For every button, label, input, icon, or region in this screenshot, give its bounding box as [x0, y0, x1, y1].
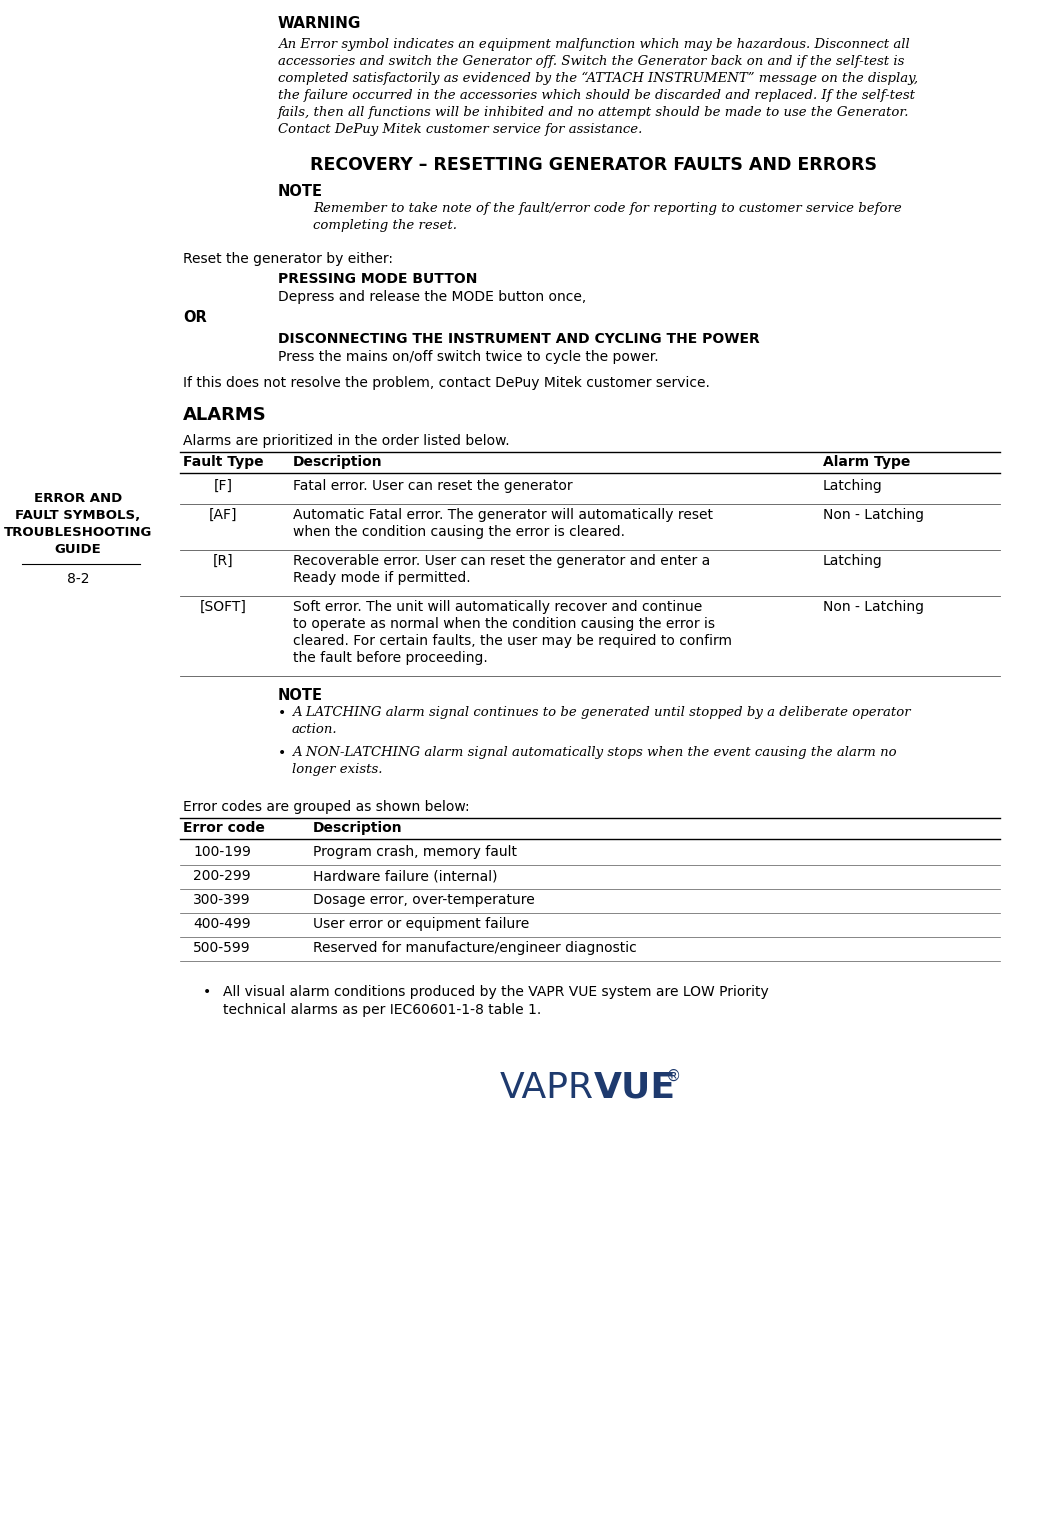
Text: FAULT SYMBOLS,: FAULT SYMBOLS, [16, 509, 140, 523]
Text: TROUBLESHOOTING: TROUBLESHOOTING [4, 526, 153, 539]
Text: Reset the generator by either:: Reset the generator by either: [183, 251, 393, 267]
Text: Remember to take note of the fault/error code for reporting to customer service : Remember to take note of the fault/error… [313, 203, 902, 215]
Text: If this does not resolve the problem, contact DePuy Mitek customer service.: If this does not resolve the problem, co… [183, 376, 710, 390]
Text: VAPR: VAPR [500, 1071, 594, 1105]
Text: An Error symbol indicates an equipment malfunction which may be hazardous. Disco: An Error symbol indicates an equipment m… [278, 38, 909, 50]
Text: 100-199: 100-199 [193, 844, 251, 860]
Text: [F]: [F] [214, 479, 233, 492]
Text: ERROR AND: ERROR AND [34, 492, 122, 504]
Text: Reserved for manufacture/engineer diagnostic: Reserved for manufacture/engineer diagno… [313, 940, 636, 956]
Text: •: • [278, 747, 286, 760]
Text: Description: Description [313, 821, 403, 835]
Text: A NON-LATCHING alarm signal automatically stops when the event causing the alarm: A NON-LATCHING alarm signal automaticall… [292, 747, 897, 759]
Text: Soft error. The unit will automatically recover and continue: Soft error. The unit will automatically … [293, 600, 703, 614]
Text: Fatal error. User can reset the generator: Fatal error. User can reset the generato… [293, 479, 573, 492]
Text: Error code: Error code [183, 821, 265, 835]
Text: cleared. For certain faults, the user may be required to confirm: cleared. For certain faults, the user ma… [293, 634, 732, 648]
Text: Contact DePuy Mitek customer service for assistance.: Contact DePuy Mitek customer service for… [278, 123, 643, 136]
Text: [R]: [R] [213, 555, 234, 568]
Text: DISCONNECTING THE INSTRUMENT AND CYCLING THE POWER: DISCONNECTING THE INSTRUMENT AND CYCLING… [278, 332, 760, 346]
Text: [SOFT]: [SOFT] [199, 600, 246, 614]
Text: PRESSING MODE BUTTON: PRESSING MODE BUTTON [278, 271, 477, 287]
Text: Depress and release the MODE button once,: Depress and release the MODE button once… [278, 290, 586, 303]
Text: technical alarms as per IEC60601-1-8 table 1.: technical alarms as per IEC60601-1-8 tab… [223, 1003, 541, 1017]
Text: A LATCHING alarm signal continues to be generated until stopped by a deliberate : A LATCHING alarm signal continues to be … [292, 706, 910, 719]
Text: 300-399: 300-399 [193, 893, 250, 907]
Text: fails, then all functions will be inhibited and no attempt should be made to use: fails, then all functions will be inhibi… [278, 107, 909, 119]
Text: GUIDE: GUIDE [55, 543, 102, 556]
Text: 200-299: 200-299 [193, 869, 250, 882]
Text: •: • [278, 706, 286, 719]
Text: to operate as normal when the condition causing the error is: to operate as normal when the condition … [293, 617, 715, 631]
Text: NOTE: NOTE [278, 184, 323, 200]
Text: Recoverable error. User can reset the generator and enter a: Recoverable error. User can reset the ge… [293, 555, 710, 568]
Text: when the condition causing the error is cleared.: when the condition causing the error is … [293, 524, 625, 539]
Text: Alarms are prioritized in the order listed below.: Alarms are prioritized in the order list… [183, 434, 510, 448]
Text: completing the reset.: completing the reset. [313, 219, 457, 232]
Text: Hardware failure (internal): Hardware failure (internal) [313, 869, 497, 882]
Text: VUE: VUE [594, 1071, 676, 1105]
Text: Ready mode if permitted.: Ready mode if permitted. [293, 572, 470, 585]
Text: Non - Latching: Non - Latching [823, 507, 924, 523]
Text: Program crash, memory fault: Program crash, memory fault [313, 844, 517, 860]
Text: Fault Type: Fault Type [183, 456, 264, 469]
Text: [AF]: [AF] [209, 507, 238, 523]
Text: 8-2: 8-2 [66, 572, 89, 587]
Text: 400-499: 400-499 [193, 917, 250, 931]
Text: OR: OR [183, 309, 207, 325]
Text: the fault before proceeding.: the fault before proceeding. [293, 651, 488, 664]
Text: Latching: Latching [823, 555, 882, 568]
Text: User error or equipment failure: User error or equipment failure [313, 917, 529, 931]
Text: Dosage error, over-temperature: Dosage error, over-temperature [313, 893, 535, 907]
Text: accessories and switch the Generator off. Switch the Generator back on and if th: accessories and switch the Generator off… [278, 55, 904, 69]
Text: Non - Latching: Non - Latching [823, 600, 924, 614]
Text: longer exists.: longer exists. [292, 764, 382, 776]
Text: •: • [203, 985, 212, 1000]
Text: Press the mains on/off switch twice to cycle the power.: Press the mains on/off switch twice to c… [278, 351, 659, 364]
Text: completed satisfactorily as evidenced by the “ATTACH INSTRUMENT” message on the : completed satisfactorily as evidenced by… [278, 72, 919, 85]
Text: the failure occurred in the accessories which should be discarded and replaced. : the failure occurred in the accessories … [278, 88, 916, 102]
Text: Alarm Type: Alarm Type [823, 456, 910, 469]
Text: All visual alarm conditions produced by the VAPR VUE system are LOW Priority: All visual alarm conditions produced by … [223, 985, 769, 1000]
Text: Automatic Fatal error. The generator will automatically reset: Automatic Fatal error. The generator wil… [293, 507, 713, 523]
Text: 500-599: 500-599 [193, 940, 250, 956]
Text: Description: Description [293, 456, 383, 469]
Text: Error codes are grouped as shown below:: Error codes are grouped as shown below: [183, 800, 469, 814]
Text: action.: action. [292, 722, 337, 736]
Text: WARNING: WARNING [278, 15, 361, 30]
Text: Latching: Latching [823, 479, 882, 492]
Text: ALARMS: ALARMS [183, 405, 267, 424]
Text: ®: ® [666, 1068, 681, 1084]
Text: NOTE: NOTE [278, 687, 323, 703]
Text: RECOVERY – RESETTING GENERATOR FAULTS AND ERRORS: RECOVERY – RESETTING GENERATOR FAULTS AN… [310, 155, 877, 174]
